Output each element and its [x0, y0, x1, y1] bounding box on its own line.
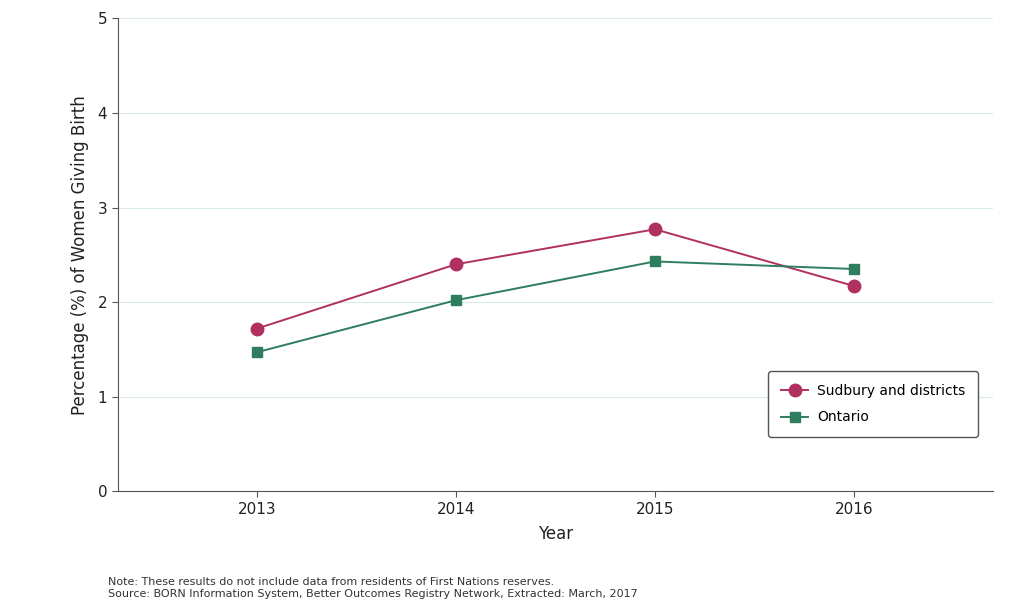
Y-axis label: Percentage (%) of Women Giving Birth: Percentage (%) of Women Giving Birth: [72, 95, 89, 414]
Ontario: [251, 349, 263, 356]
Sudbury and districts: [848, 282, 860, 290]
Text: Note: These results do not include data from residents of First Nations reserves: Note: These results do not include data …: [108, 577, 637, 599]
Legend: Sudbury and districts, Ontario: Sudbury and districts, Ontario: [768, 371, 978, 437]
Sudbury and districts: [649, 225, 662, 233]
Ontario: [649, 258, 662, 265]
Ontario: [848, 265, 860, 273]
Line: Ontario: Ontario: [252, 257, 859, 357]
X-axis label: Year: Year: [538, 525, 573, 543]
Line: Sudbury and districts: Sudbury and districts: [251, 223, 860, 335]
Ontario: [450, 297, 462, 304]
Sudbury and districts: [450, 260, 462, 268]
Sudbury and districts: [251, 325, 263, 332]
